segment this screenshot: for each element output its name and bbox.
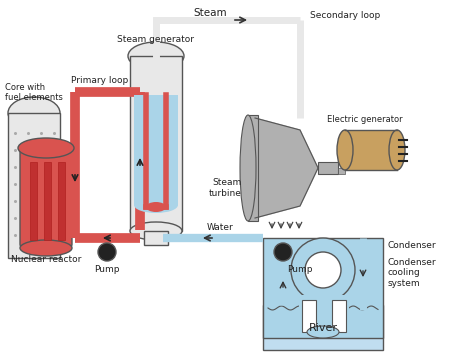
Text: Water: Water xyxy=(207,223,233,232)
Ellipse shape xyxy=(389,130,405,170)
Text: Secondary loop: Secondary loop xyxy=(310,11,380,21)
Text: Core with
fuel elements: Core with fuel elements xyxy=(5,83,63,102)
Text: Steam generator: Steam generator xyxy=(118,35,194,44)
Bar xyxy=(134,95,178,205)
Ellipse shape xyxy=(20,240,72,256)
Bar xyxy=(318,162,338,174)
Ellipse shape xyxy=(18,138,74,158)
Ellipse shape xyxy=(146,202,166,212)
Circle shape xyxy=(305,252,341,288)
Circle shape xyxy=(274,243,292,261)
Bar xyxy=(332,300,346,332)
Text: Nuclear reactor: Nuclear reactor xyxy=(11,255,81,264)
Polygon shape xyxy=(255,118,318,218)
Bar xyxy=(58,162,65,240)
Bar xyxy=(338,168,345,174)
Circle shape xyxy=(98,243,116,261)
Bar xyxy=(302,300,316,332)
Ellipse shape xyxy=(130,222,182,240)
Text: Electric generator: Electric generator xyxy=(327,115,403,124)
Circle shape xyxy=(291,238,355,302)
Ellipse shape xyxy=(240,115,256,221)
Bar xyxy=(130,56,182,231)
Text: Primary loop: Primary loop xyxy=(72,76,128,85)
Text: Steam: Steam xyxy=(193,8,227,18)
Text: River: River xyxy=(309,323,337,333)
Text: Pump: Pump xyxy=(287,265,313,274)
Text: Condenser: Condenser xyxy=(388,241,437,251)
Bar xyxy=(144,231,168,245)
Bar xyxy=(44,162,51,240)
Ellipse shape xyxy=(337,130,353,170)
Text: Condenser
cooling
system: Condenser cooling system xyxy=(388,258,437,288)
Ellipse shape xyxy=(128,42,184,70)
Ellipse shape xyxy=(134,197,178,213)
Bar xyxy=(263,238,383,338)
Bar xyxy=(8,113,60,258)
FancyBboxPatch shape xyxy=(20,148,72,248)
Bar xyxy=(345,130,397,170)
Ellipse shape xyxy=(307,326,339,338)
Text: Pump: Pump xyxy=(94,265,120,274)
Bar xyxy=(30,162,37,240)
Bar xyxy=(263,305,383,350)
Text: Steam
turbine: Steam turbine xyxy=(209,178,242,198)
Bar xyxy=(299,295,349,335)
Ellipse shape xyxy=(8,97,60,129)
Bar xyxy=(248,115,258,221)
